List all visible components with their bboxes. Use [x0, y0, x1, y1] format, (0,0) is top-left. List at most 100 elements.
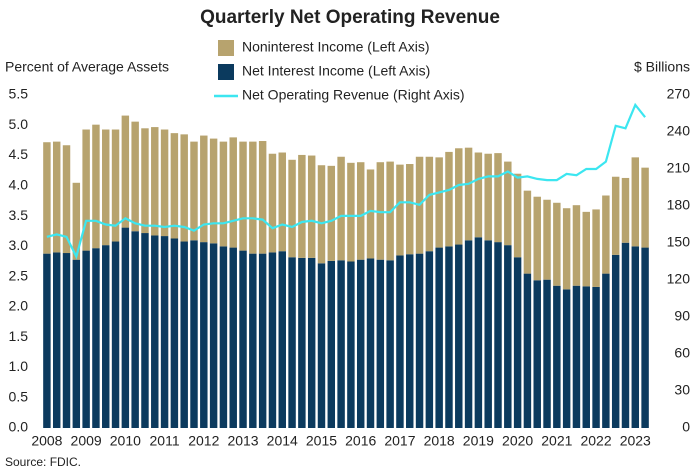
- bar-segment: [435, 247, 443, 428]
- bar-segment: [621, 242, 630, 428]
- x-tick-label: 2012: [188, 433, 219, 449]
- bar-segment: [190, 240, 198, 428]
- bar-segment: [258, 141, 267, 254]
- y2-tick-label: 150: [667, 234, 691, 250]
- y-tick-label: 1.0: [9, 358, 29, 374]
- bar-segment: [504, 161, 512, 246]
- bar-segment: [111, 129, 120, 242]
- bar-segment: [219, 246, 228, 428]
- bar-segment: [631, 246, 640, 428]
- y-tick-label: 2.0: [9, 298, 29, 314]
- bar-segment: [141, 233, 149, 428]
- x-tick-label: 2010: [110, 433, 141, 449]
- bar-segment: [406, 254, 414, 428]
- bar-segment: [249, 253, 257, 428]
- bar-segment: [572, 285, 581, 428]
- bar-segment: [131, 121, 139, 232]
- legend-swatch: [218, 64, 234, 80]
- line-series: [46, 102, 646, 260]
- y2-tick-label: 60: [674, 345, 690, 361]
- bar-segment: [366, 169, 375, 259]
- bar-segment: [239, 141, 247, 251]
- bar-segment: [621, 177, 630, 243]
- x-tick-label: 2023: [620, 433, 651, 449]
- x-tick-label: 2016: [345, 433, 376, 449]
- chart-title: Quarterly Net Operating Revenue: [200, 7, 500, 28]
- bar-segment: [474, 152, 483, 238]
- bar-segment: [474, 237, 483, 428]
- bar-segment: [278, 152, 286, 252]
- bar-segment: [386, 260, 394, 428]
- bar-segment: [298, 257, 306, 428]
- bar-segment: [288, 159, 296, 258]
- bar-segment: [307, 257, 316, 428]
- bar-segment: [43, 142, 51, 254]
- bar-segment: [209, 138, 218, 244]
- y-tick-label: 4.5: [9, 146, 29, 162]
- bar-segment: [307, 155, 316, 258]
- bar-segment: [52, 141, 61, 253]
- bar-segment: [121, 115, 130, 228]
- bar-segment: [327, 165, 336, 261]
- bar-segment: [180, 241, 188, 428]
- y-axis-label: Percent of Average Assets: [5, 59, 169, 75]
- y2-tick-label: 210: [667, 160, 691, 176]
- bar-segment: [582, 286, 590, 428]
- bar-segment: [170, 133, 179, 239]
- bar-segment: [72, 259, 81, 428]
- bar-segment: [533, 280, 541, 428]
- y2-tick-label: 120: [667, 271, 691, 287]
- y-tick-label: 4.0: [9, 177, 29, 193]
- bar-segment: [141, 128, 149, 234]
- bar-segment: [602, 195, 610, 274]
- x-tick-label: 2013: [227, 433, 258, 449]
- y-tick-label: 0.5: [9, 388, 29, 404]
- bar-segment: [200, 135, 208, 243]
- bar-segment: [602, 273, 610, 428]
- bar-segment: [533, 196, 541, 281]
- bar-segment: [82, 129, 90, 251]
- y-tick-label: 3.5: [9, 207, 29, 223]
- bar-segment: [180, 134, 188, 242]
- bar-segment: [337, 156, 345, 261]
- x-tick-label: 2018: [424, 433, 455, 449]
- bar-segment: [553, 202, 561, 286]
- bar-segment: [121, 227, 130, 428]
- y2-tick-label: 90: [674, 308, 690, 324]
- bar-segment: [641, 167, 649, 248]
- bar-segment: [611, 176, 620, 255]
- bar-segment: [406, 164, 414, 255]
- bar-segment: [43, 253, 51, 428]
- bar-segment: [396, 164, 404, 256]
- bar-segment: [200, 242, 208, 428]
- bar-segment: [288, 257, 296, 428]
- bar-segment: [317, 165, 326, 264]
- bar-segment: [553, 285, 561, 428]
- y-tick-label: 2.5: [9, 267, 29, 283]
- bar-segment: [356, 259, 365, 428]
- bar-segment: [396, 255, 404, 428]
- bar-segment: [72, 182, 81, 260]
- bar-segment: [543, 199, 551, 280]
- bar-segment: [170, 238, 179, 428]
- bar-segment: [445, 151, 453, 247]
- bar-segment: [376, 259, 385, 428]
- bar-segment: [435, 157, 443, 248]
- bar-segment: [445, 246, 453, 428]
- bar-segment: [425, 251, 434, 428]
- y-tick-label: 5.5: [9, 86, 29, 102]
- bar-segment: [131, 231, 139, 428]
- x-tick-label: 2021: [541, 433, 572, 449]
- bar-segment: [337, 260, 345, 428]
- bar-segment: [327, 260, 336, 428]
- y2-tick-label: 0: [682, 419, 690, 435]
- x-tick-label: 2019: [463, 433, 494, 449]
- bar-segment: [278, 251, 286, 428]
- bar-segment: [102, 129, 110, 246]
- bar-segment: [160, 129, 169, 237]
- x-tick-label: 2008: [31, 433, 62, 449]
- bar-segment: [455, 244, 463, 428]
- legend-label: Noninterest Income (Left Axis): [242, 39, 430, 55]
- legend-swatch: [218, 40, 234, 56]
- x-tick-label: 2015: [306, 433, 337, 449]
